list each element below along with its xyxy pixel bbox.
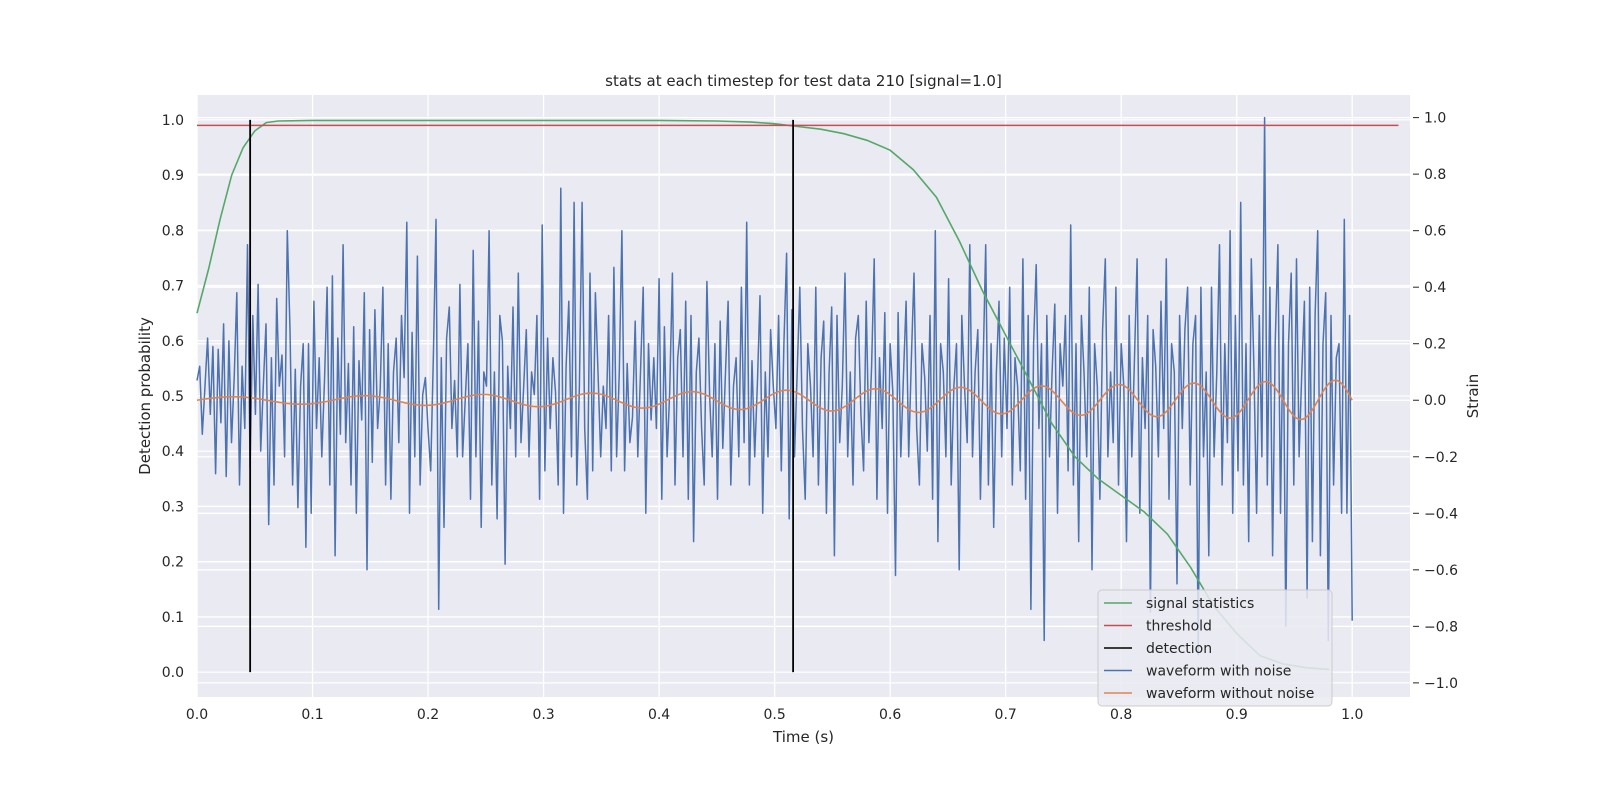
y2-tick-label: 0.8 [1424, 167, 1446, 183]
x-axis-title: Time (s) [772, 728, 834, 746]
y-tick-label: 0.2 [162, 555, 184, 571]
y-tick-label: 0.5 [162, 389, 184, 405]
x-tick-label: 0.1 [301, 707, 323, 723]
axis-layer: 0.0 0.1 0.2 0.3 0.4 0.5 0.6 0.7 0.8 0.9 1.0 0.0 0.1 0… [162, 111, 1458, 723]
y-tick-label: 0.9 [162, 168, 184, 184]
y-tick-label: 0.7 [162, 279, 184, 295]
y-axis-title: Detection probability [136, 317, 154, 475]
chart-title: stats at each timestep for test data 210… [605, 72, 1002, 90]
x-tick-label: 0.6 [879, 707, 901, 723]
y2-tick-label: −0.6 [1424, 563, 1458, 579]
y-tick-label: 0.6 [162, 334, 184, 350]
y-tick-label: 0.3 [162, 499, 184, 515]
x-tick-label: 0.4 [648, 707, 670, 723]
legend: signal statistics threshold detection wavef… [1097, 589, 1333, 707]
legend-entry-label: detection [1146, 641, 1212, 657]
x-tick-label: 0.0 [186, 707, 208, 723]
x-tick-label: 0.7 [995, 707, 1017, 723]
y-tick-label: 1.0 [162, 113, 184, 129]
y2-tick-label: −0.8 [1424, 619, 1458, 635]
y2-tick-label: 0.0 [1424, 393, 1446, 409]
legend-entry-label: waveform with noise [1146, 664, 1291, 680]
y-tick-label: 0.8 [162, 223, 184, 239]
y2-tick-label: 1.0 [1424, 111, 1446, 127]
x-tick-label: 0.3 [532, 707, 554, 723]
y2-axis-title: Strain [1464, 374, 1482, 418]
y-tick-label: 0.0 [162, 665, 184, 681]
series-layer [196, 116, 1399, 673]
y2-tick-label: −1.0 [1424, 676, 1458, 692]
y-tick-label: 0.1 [162, 610, 184, 626]
series-signal-statistics [196, 119, 1330, 671]
legend-entry-label: waveform without noise [1146, 686, 1314, 702]
x-tick-label: 0.5 [763, 707, 785, 723]
y2-tick-label: 0.4 [1424, 280, 1446, 296]
series-waveform-with-noise [196, 116, 1353, 656]
series-waveform-without-noise [196, 379, 1353, 421]
x-tick-label: 0.2 [417, 707, 439, 723]
y2-tick-label: 0.6 [1424, 224, 1446, 240]
y2-tick-label: −0.4 [1424, 506, 1458, 522]
legend-box [1097, 589, 1333, 707]
y2-tick-label: −0.2 [1424, 450, 1458, 466]
legend-entry-label: signal statistics [1146, 596, 1254, 612]
y2-tick-label: 0.2 [1424, 337, 1446, 353]
x-tick-label: 0.9 [1226, 707, 1248, 723]
y-tick-label: 0.4 [162, 444, 184, 460]
x-tick-label: 0.8 [1110, 707, 1132, 723]
legend-entry-label: threshold [1146, 619, 1212, 635]
x-tick-label: 1.0 [1341, 707, 1363, 723]
